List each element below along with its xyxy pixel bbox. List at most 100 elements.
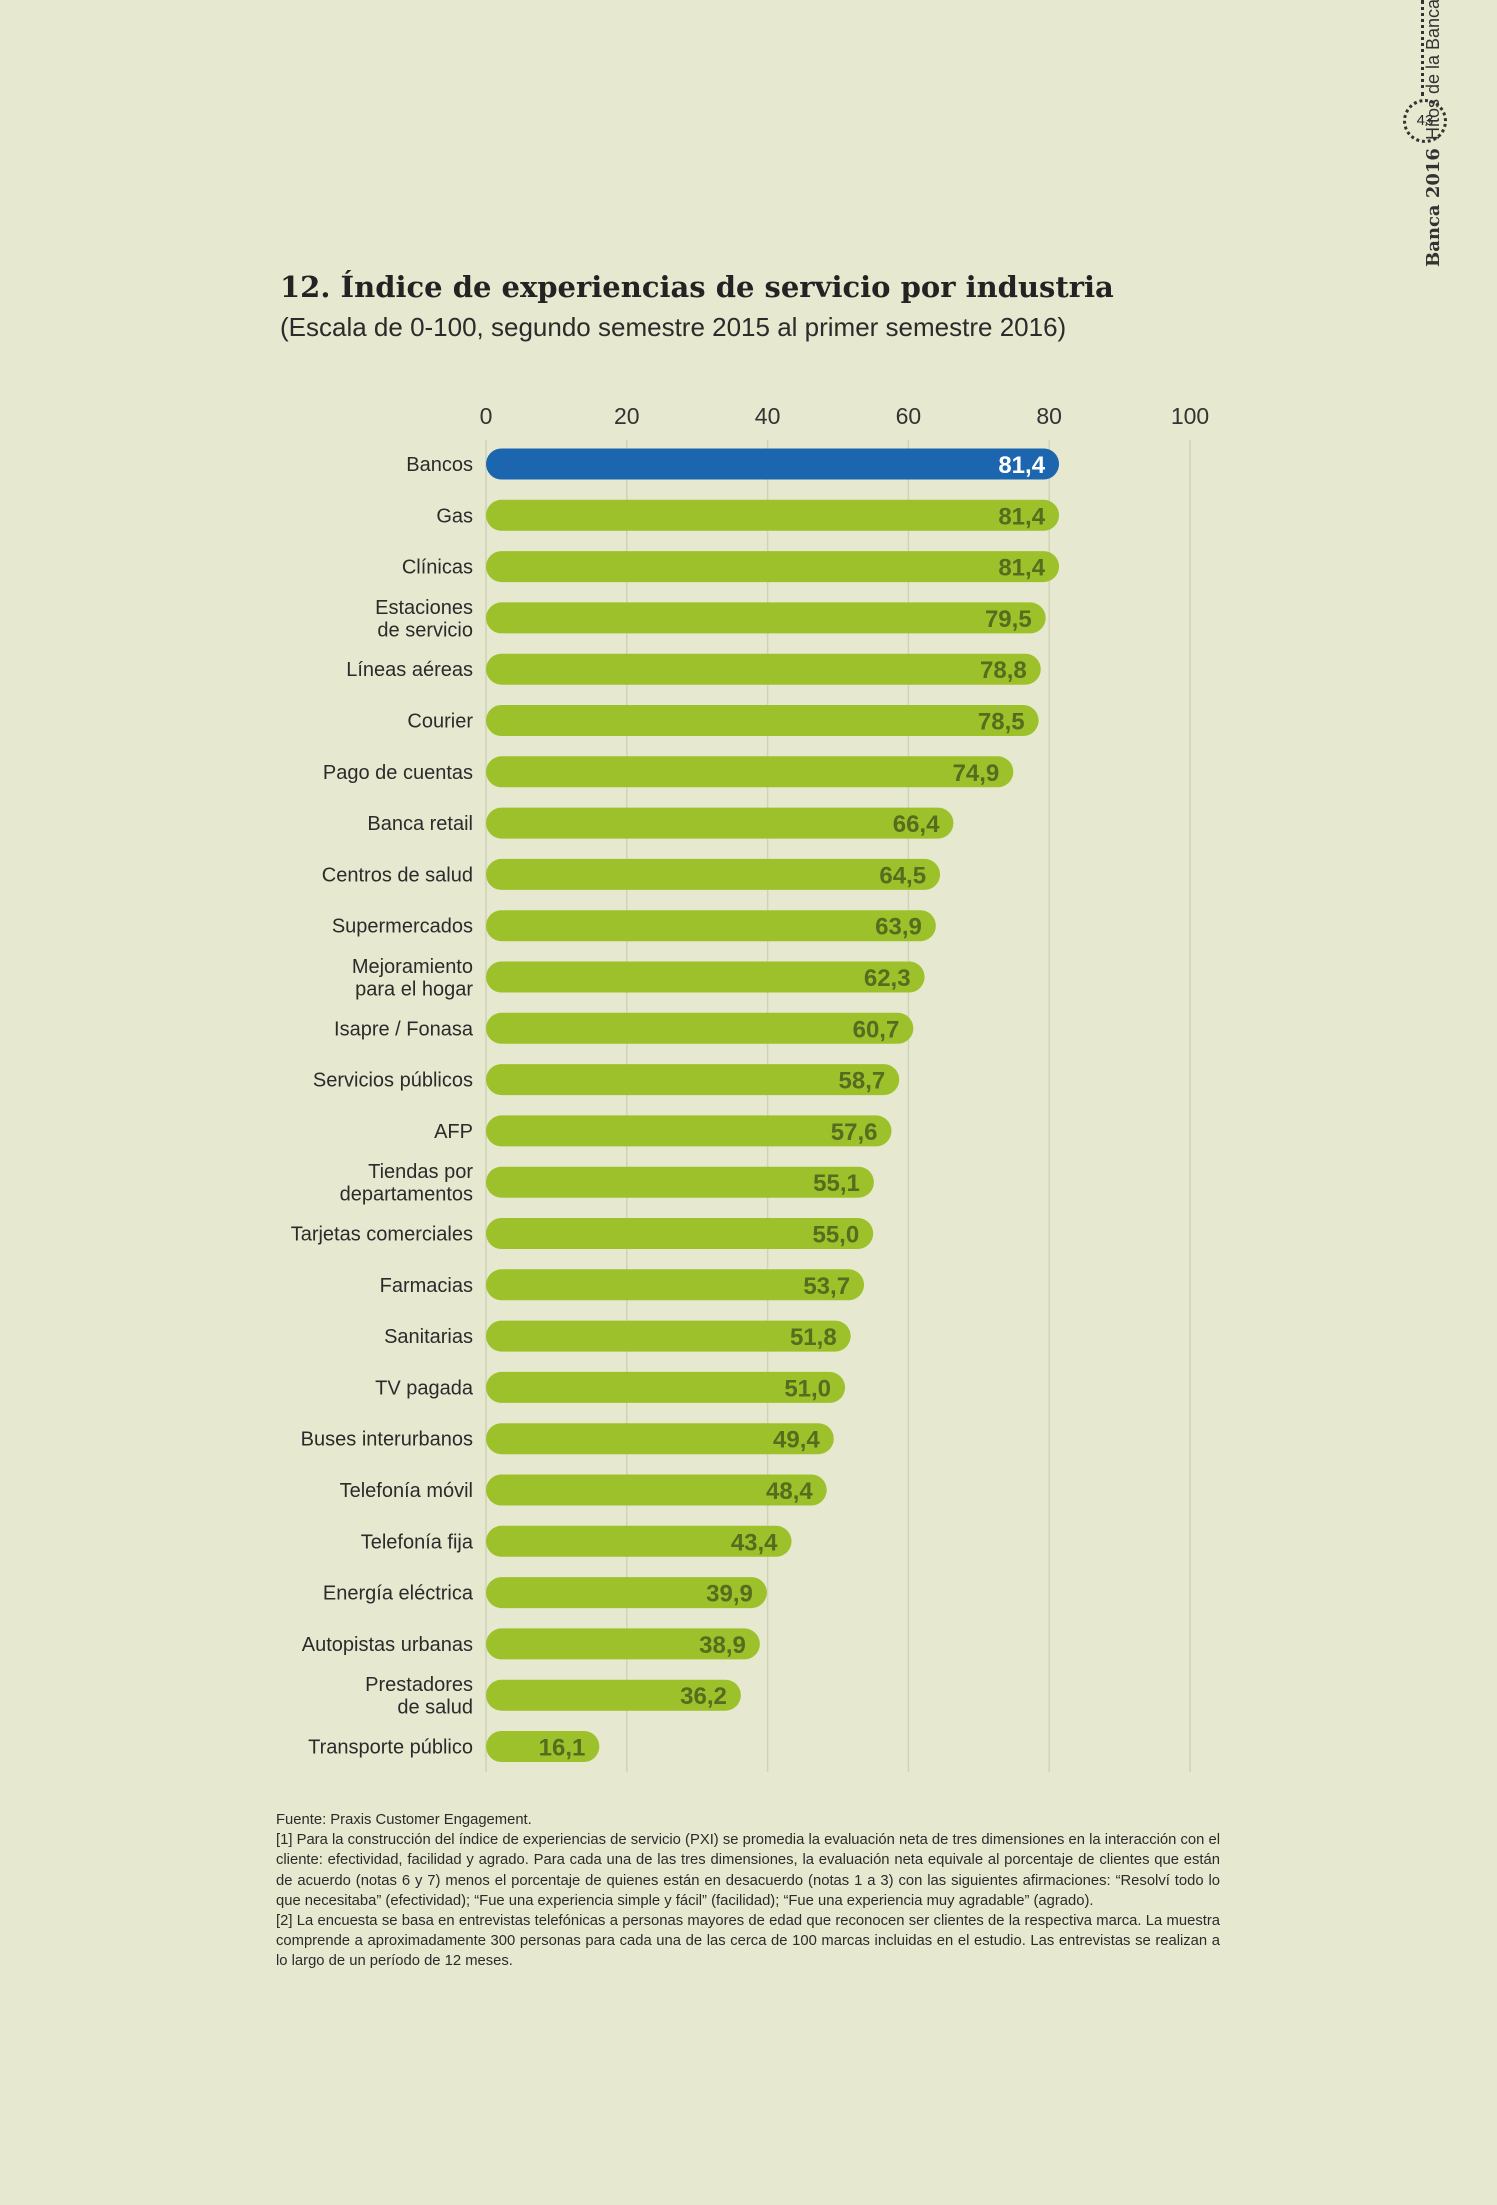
x-tick-label: 40 [755,403,781,429]
bars [486,448,1060,1762]
value-label: 64,5 [879,862,926,889]
bar [486,1423,834,1455]
bar [486,1525,792,1557]
bar [486,1064,900,1096]
bar [486,1269,865,1301]
category-label: Sanitarias [384,1326,473,1348]
category-labels: Bancos Gas Clínicas Estaciones de servicio Lí… [291,454,474,1759]
value-label: 66,4 [893,811,940,838]
category-label-line: de servicio [377,619,473,641]
bar [486,961,925,993]
category-label: Centros de salud [322,864,473,886]
bar [486,1012,914,1044]
category-label: Banca retail [367,813,473,835]
category-label: Supermercados [332,916,473,938]
bar [486,807,954,839]
value-label: 53,7 [803,1273,850,1300]
bar [486,1474,827,1506]
category-label-line: de salud [397,1697,473,1719]
category-label: Tarjetas comerciales [291,1224,473,1246]
bar [486,1218,874,1249]
value-label: 81,4 [998,503,1045,530]
category-label: Autopistas urbanas [302,1634,473,1656]
x-tick-label: 80 [1036,403,1062,429]
bar [486,1679,741,1711]
chart-title: 12. Índice de experiencias de servicio p… [280,270,1114,304]
category-label: Energía eléctrica [323,1583,474,1605]
category-label-line: para el hogar [355,979,473,1001]
category-label: Prestadores de salud [365,1674,473,1719]
value-label: 16,1 [539,1735,586,1762]
value-label: 51,0 [784,1375,831,1402]
bar [486,756,1014,788]
bar [486,858,941,890]
footnote-2: [2] La encuesta se basa en entrevistas t… [276,1913,1220,1970]
chart-notes: Fuente: Praxis Customer Engagement. [1] … [276,1810,1220,1972]
chart-subtitle: (Escala de 0-100, segundo semestre 2015 … [280,312,1067,342]
category-label: Courier [407,711,473,733]
category-label: Estaciones de servicio [375,597,473,642]
bar [486,653,1041,685]
sidebar-dotted-line [1421,0,1424,96]
bar [486,1577,767,1609]
value-label: 55,0 [812,1222,859,1249]
bar [486,551,1060,583]
category-label: Telefonía fija [361,1531,474,1553]
category-label-line: Mejoramiento [352,956,473,978]
value-labels: 81,4 81,4 81,4 79,5 78,8 78,5 74,9 66,4 64,5 63,9… [539,452,1046,1762]
bar [486,1628,760,1660]
value-label: 36,2 [680,1683,727,1710]
category-label-line: Estaciones [375,597,473,619]
value-label: 74,9 [953,760,1000,787]
value-label: 39,9 [706,1581,753,1608]
category-label: Tiendas por departamentos [340,1161,474,1206]
value-label: 51,8 [790,1324,837,1351]
value-label: 38,9 [699,1632,746,1659]
x-axis-ticks: 0 20 40 60 80 100 [480,403,1210,429]
value-label: 60,7 [853,1016,900,1043]
value-label: 57,6 [831,1119,878,1146]
bar [486,705,1039,736]
category-label-line: Tiendas por [368,1161,473,1183]
x-tick-label: 20 [614,403,640,429]
category-label: Gas [436,505,473,527]
category-label: Transporte público [308,1737,473,1759]
value-label: 48,4 [766,1478,813,1505]
category-label: Pago de cuentas [323,762,473,784]
category-label: Farmacias [380,1275,473,1297]
x-tick-label: 60 [896,403,922,429]
bar [486,1166,874,1198]
category-label: Telefonía móvil [340,1480,473,1502]
category-label-line: Prestadores [365,1674,473,1696]
bar [486,1115,892,1147]
category-label: Líneas aéreas [346,659,473,681]
category-label: Mejoramiento para el hogar [352,956,473,1001]
gridlines [485,440,1191,1772]
category-label: AFP [434,1121,473,1143]
footnote-1: [1] Para la construcción del índice de e… [276,1832,1220,1909]
category-label: Servicios públicos [313,1070,473,1092]
value-label: 79,5 [985,606,1032,633]
value-label: 78,5 [978,709,1025,736]
bar [486,910,936,942]
bar-chart: 0 20 40 60 80 100 Bancos Gas Clínicas Estaciones… [291,403,1210,1772]
value-label: 43,4 [731,1529,778,1556]
value-label: 81,4 [998,555,1045,582]
value-label: 63,9 [875,914,922,941]
bar [486,1320,851,1352]
category-label: Buses interurbanos [301,1429,473,1451]
category-label: Bancos [406,454,473,476]
page-number: 43 [1403,99,1447,143]
value-label: 81,4 [998,452,1045,479]
category-label: Clínicas [402,557,473,579]
bar [486,1371,846,1403]
bar [486,448,1060,480]
value-label: 55,1 [813,1170,860,1197]
bar [486,499,1060,531]
bar [486,602,1046,634]
value-label: 49,4 [773,1427,820,1454]
bar [486,1731,600,1762]
value-label: 78,8 [980,657,1027,684]
category-label-line: departamentos [340,1184,473,1206]
source-note: Fuente: Praxis Customer Engagement. [276,1812,532,1828]
